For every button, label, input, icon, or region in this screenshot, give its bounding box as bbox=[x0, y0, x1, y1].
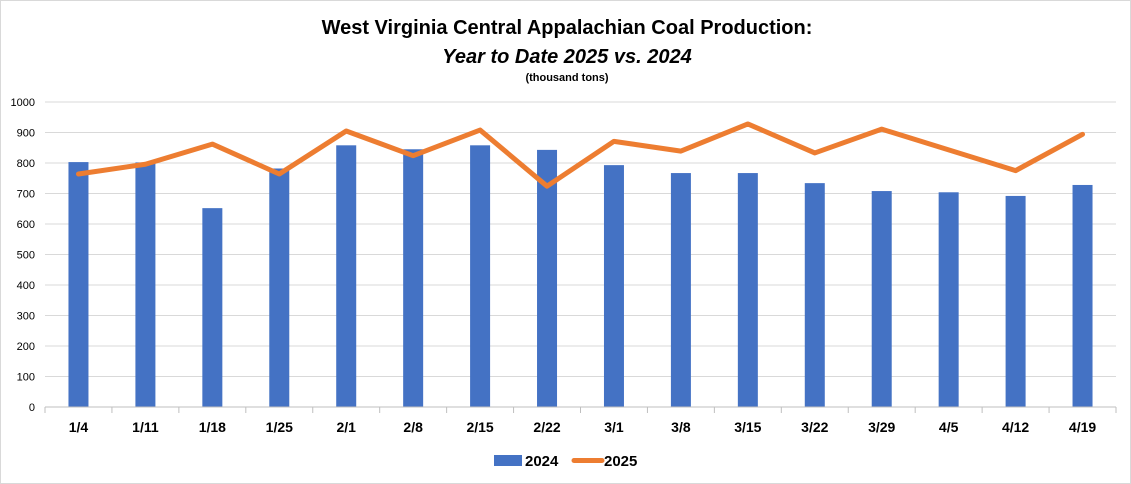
bar-series-2024 bbox=[68, 145, 1093, 407]
axes: 0 100 200 300 400 500 600 700 800 900 1000 1/4 1/11 1… bbox=[11, 97, 1117, 435]
legend-label-2025: 2025 bbox=[604, 453, 637, 470]
bar-2024 bbox=[269, 168, 290, 407]
y-tick-label: 900 bbox=[17, 128, 35, 140]
bar-2024 bbox=[68, 162, 89, 407]
chart-subtitle: Year to Date 2025 vs. 2024 bbox=[442, 46, 691, 68]
gridlines bbox=[45, 101, 1116, 377]
bar-2024 bbox=[403, 149, 424, 407]
y-tick-label: 0 bbox=[29, 402, 35, 414]
y-tick-label: 300 bbox=[17, 311, 35, 323]
x-tick-label: 2/1 bbox=[336, 419, 356, 435]
bar-2024 bbox=[871, 191, 892, 407]
x-tick-label: 4/19 bbox=[1069, 419, 1096, 435]
bar-2024 bbox=[470, 145, 491, 407]
line-2025 bbox=[75, 121, 1086, 189]
x-tick-label: 4/12 bbox=[1002, 419, 1029, 435]
y-tick-label: 500 bbox=[17, 250, 35, 262]
x-tick-label: 3/15 bbox=[734, 419, 761, 435]
bar-2024 bbox=[938, 192, 959, 407]
x-tick-label: 1/11 bbox=[132, 419, 159, 435]
x-tick-label: 1/25 bbox=[266, 419, 293, 435]
x-tick-label: 1/4 bbox=[69, 419, 89, 435]
bar-2024 bbox=[737, 173, 758, 407]
y-tick-label: 400 bbox=[17, 280, 35, 292]
x-tick-label: 4/5 bbox=[939, 419, 959, 435]
bar-2024 bbox=[804, 183, 825, 407]
y-tick-label: 200 bbox=[17, 341, 35, 353]
line-series-2025 bbox=[75, 121, 1086, 189]
bar-2024 bbox=[202, 208, 223, 407]
bar-2024 bbox=[336, 145, 357, 407]
bar-2024 bbox=[537, 149, 558, 407]
bar-2024 bbox=[135, 162, 156, 407]
x-tick-label: 3/29 bbox=[868, 419, 895, 435]
x-tick-label: 2/8 bbox=[403, 419, 423, 435]
x-tick-label: 2/15 bbox=[466, 419, 493, 435]
y-tick-label: 600 bbox=[17, 219, 35, 231]
bar-2024 bbox=[1005, 195, 1026, 407]
x-tick-label: 3/22 bbox=[801, 419, 828, 435]
bar-2024 bbox=[603, 165, 624, 407]
y-tick-label: 800 bbox=[17, 158, 35, 170]
x-tick-label: 3/1 bbox=[604, 419, 624, 435]
chart-units-note: (thousand tons) bbox=[525, 72, 608, 84]
x-tick-label: 3/8 bbox=[671, 419, 691, 435]
legend: 2024 2025 bbox=[494, 453, 637, 470]
x-tick-label: 1/18 bbox=[199, 419, 226, 435]
y-tick-label: 100 bbox=[17, 372, 35, 384]
y-tick-label: 700 bbox=[17, 189, 35, 201]
bar-2024 bbox=[670, 173, 691, 407]
legend-swatch-2024 bbox=[494, 455, 522, 466]
x-tick-label: 2/22 bbox=[533, 419, 560, 435]
bar-2024 bbox=[1072, 184, 1093, 407]
chart-title: West Virginia Central Appalachian Coal P… bbox=[322, 17, 813, 39]
y-tick-label: 1000 bbox=[11, 97, 35, 109]
legend-label-2024: 2024 bbox=[525, 453, 559, 470]
